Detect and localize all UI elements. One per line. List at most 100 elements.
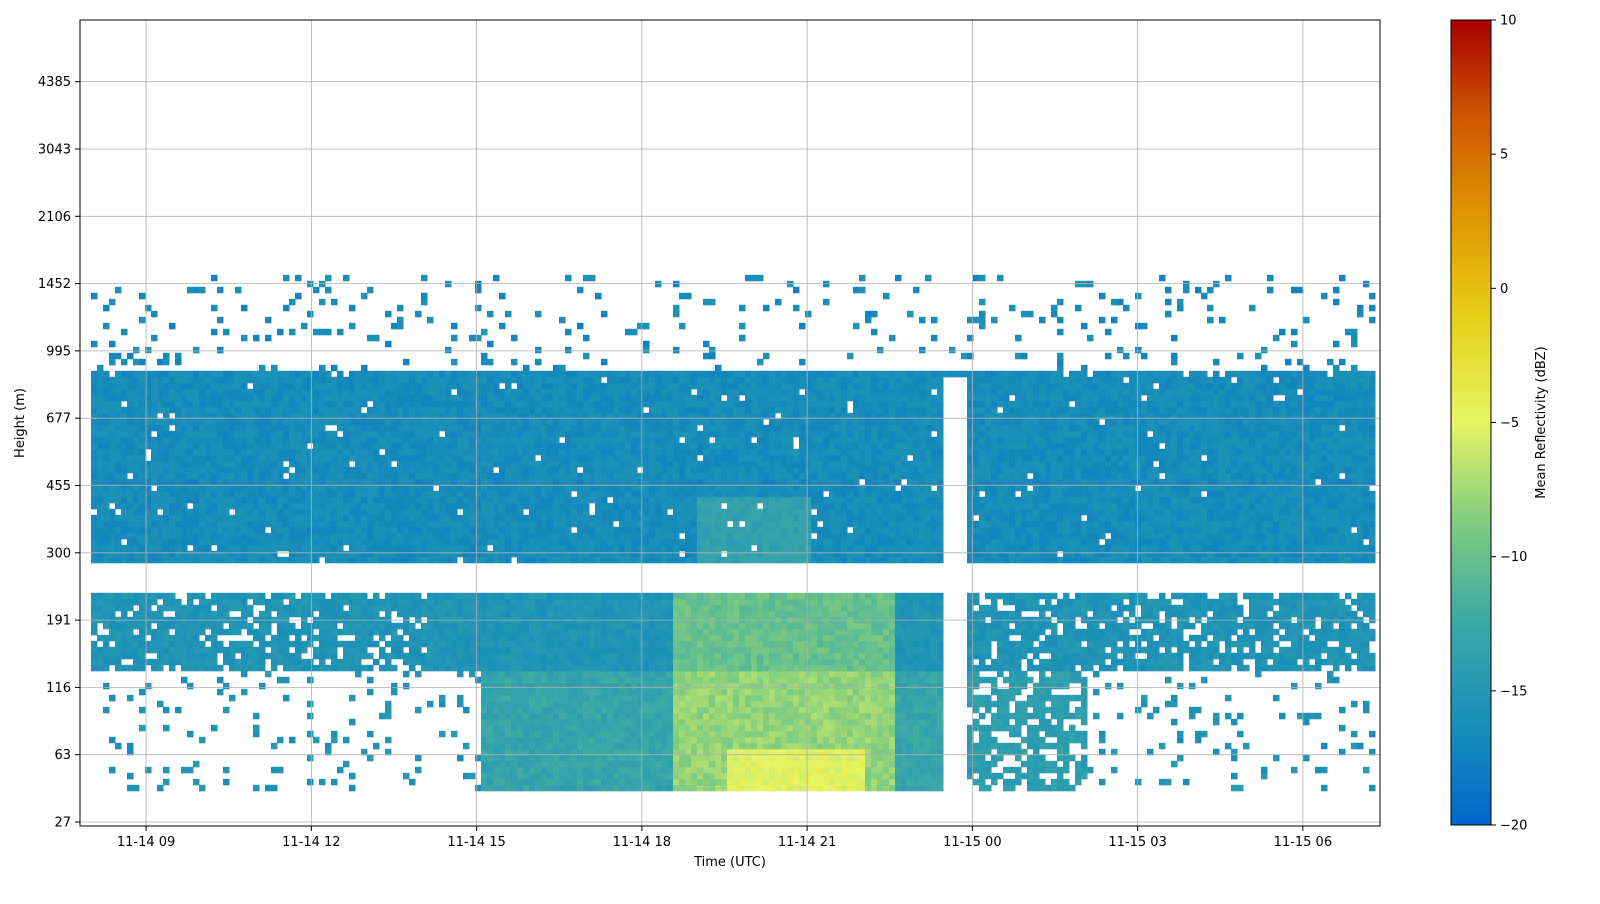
heatmap-cell	[655, 784, 662, 792]
heatmap-cell	[349, 514, 356, 522]
heatmap-cell	[121, 514, 128, 522]
heatmap-cell	[565, 700, 572, 708]
heatmap-cell	[541, 592, 548, 600]
heatmap-cell	[187, 730, 194, 738]
heatmap-cell	[259, 622, 266, 630]
heatmap-cell	[379, 412, 386, 420]
heatmap-cell	[313, 436, 320, 444]
heatmap-cell	[571, 394, 578, 402]
heatmap-cell	[481, 640, 488, 648]
heatmap-cell	[373, 460, 380, 468]
heatmap-cell	[253, 520, 260, 528]
heatmap-cell	[181, 664, 188, 672]
heatmap-cell	[199, 496, 206, 504]
heatmap-cell	[451, 406, 458, 414]
heatmap-cell	[625, 436, 632, 444]
heatmap-cell	[583, 784, 590, 792]
heatmap-cell	[361, 388, 368, 396]
heatmap-cell	[355, 532, 362, 540]
heatmap-cell	[289, 478, 296, 486]
heatmap-cell	[151, 538, 158, 546]
heatmap-cell	[337, 484, 344, 492]
heatmap-cell	[295, 406, 302, 414]
heatmap-cell	[493, 394, 500, 402]
heatmap-cell	[535, 424, 542, 432]
heatmap-cell	[271, 388, 278, 396]
heatmap-cell	[163, 400, 170, 408]
heatmap-cell	[601, 778, 608, 786]
heatmap-cell	[619, 634, 626, 642]
heatmap-cell	[397, 622, 404, 630]
heatmap-cell	[445, 394, 452, 402]
heatmap-cell	[247, 442, 254, 450]
heatmap-cell	[511, 532, 518, 540]
heatmap-cell	[193, 478, 200, 486]
heatmap-cell	[493, 436, 500, 444]
heatmap-cell	[361, 484, 368, 492]
heatmap-cell	[187, 460, 194, 468]
heatmap-cell	[601, 688, 608, 696]
heatmap-cell	[169, 640, 176, 648]
heatmap-cell	[607, 532, 614, 540]
heatmap-cell	[589, 748, 596, 756]
heatmap-cell	[253, 376, 260, 384]
heatmap-cell	[115, 382, 122, 390]
heatmap-cell	[415, 412, 422, 420]
heatmap-cell	[229, 382, 236, 390]
heatmap-cell	[385, 592, 392, 600]
heatmap-cell	[319, 328, 326, 336]
heatmap-cell	[229, 514, 236, 522]
heatmap-cell	[367, 544, 374, 552]
heatmap-cell	[307, 556, 314, 564]
heatmap-cell	[505, 388, 512, 396]
heatmap-cell	[589, 772, 596, 780]
heatmap-cell	[133, 406, 140, 414]
heatmap-cell	[631, 502, 638, 510]
heatmap-cell	[445, 436, 452, 444]
heatmap-cell	[223, 532, 230, 540]
heatmap-cell	[595, 484, 602, 492]
heatmap-cell	[241, 598, 248, 606]
heatmap-cell	[163, 352, 170, 360]
heatmap-cell	[355, 418, 362, 426]
heatmap-cell	[181, 640, 188, 648]
heatmap-cell	[493, 442, 500, 450]
heatmap-cell	[547, 742, 554, 750]
heatmap-cell	[451, 730, 458, 738]
heatmap-cell	[391, 466, 398, 474]
heatmap-cell	[115, 472, 122, 480]
heatmap-cell	[493, 664, 500, 672]
heatmap-cell	[217, 604, 224, 612]
heatmap-cell	[553, 688, 560, 696]
heatmap-cell	[151, 424, 158, 432]
heatmap-cell	[181, 376, 188, 384]
heatmap-cell	[559, 754, 566, 762]
heatmap-cell	[553, 466, 560, 474]
heatmap-cell	[553, 382, 560, 390]
heatmap-cell	[313, 406, 320, 414]
heatmap-cell	[295, 448, 302, 456]
heatmap-cell	[265, 388, 272, 396]
heatmap-cell	[523, 424, 530, 432]
heatmap-cell	[577, 556, 584, 564]
heatmap-cell	[463, 514, 470, 522]
heatmap-cell	[163, 622, 170, 630]
heatmap-cell	[91, 448, 98, 456]
heatmap-cell	[451, 592, 458, 600]
heatmap-cell	[175, 436, 182, 444]
heatmap-cell	[247, 640, 254, 648]
heatmap-cell	[163, 376, 170, 384]
heatmap-cell	[649, 754, 656, 762]
heatmap-cell	[301, 592, 308, 600]
heatmap-cell	[139, 532, 146, 540]
heatmap-cell	[295, 520, 302, 528]
heatmap-cell	[535, 430, 542, 438]
heatmap-cell	[643, 544, 650, 552]
heatmap-cell	[565, 610, 572, 618]
heatmap-cell	[601, 418, 608, 426]
heatmap-cell	[211, 550, 218, 558]
heatmap-cell	[499, 424, 506, 432]
heatmap-cell	[355, 664, 362, 672]
heatmap-cell	[559, 430, 566, 438]
heatmap-cell	[349, 526, 356, 534]
